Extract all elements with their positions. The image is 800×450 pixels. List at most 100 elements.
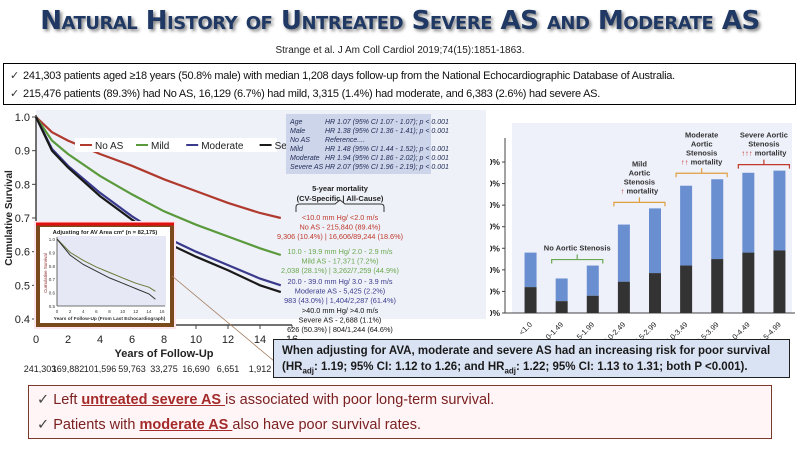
mortality-bar-chart: 0.0% 10.0% 20.0% 30.0% 40.0% 50.0% 60.0% 70.0% <…	[490, 123, 795, 340]
x-tick-label: 1.0-1.49	[539, 320, 565, 340]
bar-1yr	[711, 259, 724, 313]
conclusion-line: ✓ Left untreated severe AS is associated…	[37, 392, 495, 408]
annotation-label: Stenosis	[624, 177, 655, 186]
x-tick-label: 4.5-4.99	[757, 320, 783, 340]
adjusted-line-2: (HRadj: 1.19; 95% CI: 1.12 to 1.26; and …	[282, 361, 748, 376]
inset-y-axis-label: Cumulative Survival	[43, 253, 48, 293]
y-tick-label: 0.7	[15, 213, 30, 225]
x-tick-label: 4.0-4.49	[726, 320, 752, 340]
y-tick-label: 1.0	[15, 112, 30, 124]
up-arrow-icon: ↑↑	[681, 157, 691, 166]
x-tick-label: 2	[65, 334, 71, 346]
bar-5yr	[524, 252, 537, 288]
at-risk-count: 6,651	[217, 364, 240, 373]
annotation-label: Aortic	[629, 168, 651, 177]
x-axis-label: Years of Follow-Up	[114, 348, 213, 360]
annotation-suffix: mortality	[691, 157, 724, 166]
x-tick-label: 0	[33, 334, 39, 346]
mortality-brace	[295, 199, 385, 212]
at-risk-count: 16,690	[182, 364, 210, 373]
mortality-group-text: Moderate AS - 5,425 (2.2%)	[295, 287, 385, 296]
hr-label: Moderate	[290, 155, 320, 162]
annotation-suffix: mortality	[627, 186, 660, 195]
bar-5yr	[649, 208, 661, 274]
mortality-subheader: (CV-Specific | All-Cause)	[297, 194, 384, 203]
check-icon: ✓	[10, 70, 19, 82]
inset-x-tick-label: 6	[95, 309, 98, 314]
bar-5yr	[586, 265, 599, 296]
y-tick-label: 70.0%	[490, 157, 500, 167]
mortality-group-text: 10.0 - 19.9 mm Hg/ 2.0 - 2.9 m/s	[287, 247, 392, 256]
inset-curve-severe	[56, 238, 156, 300]
annotation-bracket	[675, 168, 728, 178]
legend-background	[75, 138, 277, 152]
mortality-group-text: 626 (50.3%) | 804/1,244 (64.6%)	[287, 325, 393, 334]
y-tick-label: 0.0%	[490, 308, 500, 318]
hr-value: HR 1.94 (95% CI 1.86 - 2.02); p < 0.001	[325, 155, 449, 162]
inset-y-tick-label: 0.9	[49, 250, 56, 255]
page-title: Natural History of Untreated Severe AS a…	[40, 6, 760, 36]
inset-plot-bg	[57, 236, 166, 306]
emphasis-moderate-as: moderate AS	[139, 417, 233, 433]
inset-y-tick-label: 0.6	[49, 291, 56, 296]
y-tick-label: 60.0%	[490, 179, 500, 189]
bar-1yr	[555, 301, 568, 313]
adjusted-line-1: When adjusting for AVA, moderate and sev…	[282, 345, 771, 357]
mortality-group-text: 20.0 - 39.0 mm Hg/ 3.0 - 3.9 m/s	[287, 277, 392, 286]
bar-1yr	[773, 250, 786, 313]
hr-label: Age	[289, 119, 303, 126]
inset-y-tick-label: 0.5	[49, 304, 56, 309]
y-tick-label: 0.4	[15, 314, 30, 326]
inset-y-tick-label: 0.8	[49, 264, 56, 269]
x-tick-label: 14	[254, 334, 266, 346]
at-risk-count: 169,882	[52, 364, 85, 373]
annotation-mortality: ↑↑ mortality	[681, 157, 723, 166]
hr-value: HR 2.07 (95% CI 1.96 - 2.19); p < 0.001	[325, 164, 449, 171]
mortality-group-text: 2,038 (28.1%) | 3,262/7,259 (44.9%)	[281, 266, 399, 275]
hr-value: Reference....	[325, 137, 365, 144]
annotation-label: Mild	[632, 159, 647, 168]
mortality-group-text: No AS - 215,840 (89.4%)	[299, 223, 380, 232]
mortality-group-text: Severe AS - 2,688 (1.1%)	[299, 316, 382, 325]
x-tick-label: 3.0-3.49	[664, 320, 690, 340]
y-tick-label: 0.5	[15, 280, 30, 292]
hr-table-background	[286, 114, 431, 174]
at-risk-count: 33,275	[150, 364, 178, 373]
check-icon: ✓	[37, 417, 50, 433]
bar-5yr	[773, 170, 786, 251]
info-line: ✓ 215,476 patients (89.3%) had No AS, 16,…	[10, 85, 789, 103]
bar-5yr	[617, 224, 630, 282]
inset-x-tick-label: 8	[108, 309, 111, 314]
x-tick-label: 3.5-3.99	[695, 320, 721, 340]
inset-x-tick-label: 12	[133, 309, 139, 314]
x-tick-label: <1.0	[517, 320, 534, 337]
inset-x-tick-label: 10	[120, 309, 126, 314]
annotation-label: Moderate	[685, 130, 718, 139]
mortality-group-text: 9,306 (10.4%) | 16,606/89,244 (18.6%)	[277, 232, 403, 241]
y-tick-label: 50.0%	[490, 200, 500, 210]
km-curve-no-as	[35, 116, 282, 220]
bar-5yr	[742, 172, 755, 253]
y-tick-label: 40.0%	[490, 222, 500, 232]
bar-1yr	[524, 287, 537, 313]
y-tick-label: 20.0%	[490, 265, 500, 275]
inset-x-tick-label: 2	[69, 309, 72, 314]
inset-x-axis-label: Years of Follow-Up (From Last Echocardio…	[54, 316, 166, 322]
annotation-label: Aortic	[691, 139, 713, 148]
bar-1yr	[649, 273, 661, 313]
km-curve-mild	[35, 116, 282, 257]
info-text: 241,303 patients aged ≥18 years (50.8% m…	[22, 70, 675, 82]
study-info-box: ✓ 241,303 patients aged ≥18 years (50.8% …	[3, 63, 796, 105]
hr-label: No AS	[290, 137, 310, 144]
hr-label: Mild	[290, 146, 304, 153]
check-icon: ✓	[37, 392, 50, 408]
up-arrow-icon: ↑	[621, 186, 627, 195]
up-arrow-icon: ↑↑↑	[741, 149, 754, 158]
connector-line	[171, 275, 281, 367]
at-risk-count: 101,596	[84, 364, 117, 373]
inset-y-tick-label: 1.0	[49, 237, 56, 242]
km-survival-chart: 0.4 0.5 0.6 0.7 0.8 0.9 1.0 0 2 4 6 8 10 12 14 16 Years …	[4, 110, 486, 373]
citation: Strange et al. J Am Coll Cardiol 2019;74…	[275, 45, 525, 56]
inset-y-tick-label: 0.7	[49, 277, 56, 282]
x-tick-label: 4	[97, 334, 103, 346]
